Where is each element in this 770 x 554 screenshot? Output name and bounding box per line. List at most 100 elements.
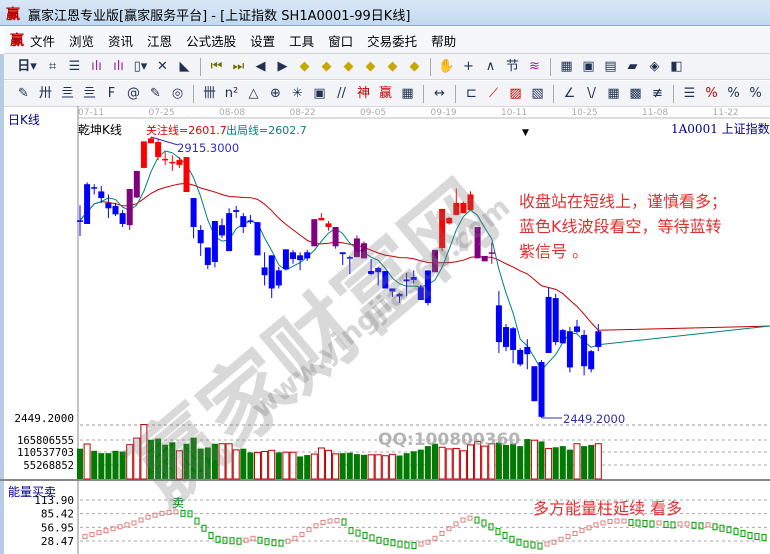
percent-line-icon[interactable]: % [749, 85, 762, 101]
grid3-icon[interactable]: ▦ [607, 85, 620, 101]
ying-icon[interactable]: 赢 [378, 85, 392, 101]
pen-icon[interactable]: ✎ [18, 85, 29, 101]
box-icon[interactable]: ▣ [313, 85, 326, 101]
energy-mark [334, 518, 340, 524]
menu-item[interactable]: 浏览 [69, 33, 95, 49]
energy-mark [558, 536, 564, 542]
pen-ruler-icon[interactable]: ✎ [150, 85, 161, 101]
bars-icon[interactable]: 卌 [202, 85, 216, 101]
grid4-icon[interactable]: ▩ [629, 85, 642, 101]
candle-body [581, 334, 588, 367]
expand-v-diamond-icon[interactable]: ◆ [409, 58, 420, 74]
period-day-dropdown[interactable]: 日▾ [17, 58, 37, 74]
spiral-icon[interactable]: @ [127, 85, 140, 101]
crosshair-icon[interactable]: + [463, 58, 474, 74]
circle-ruler-icon[interactable]: ◎ [171, 85, 184, 101]
shrink-diamond-icon[interactable]: ◆ [365, 58, 376, 74]
percent-fan-icon[interactable]: % [705, 85, 718, 101]
prev-icon[interactable]: ◀ [255, 58, 266, 74]
candle-type-dropdown[interactable]: ▯▾ [133, 58, 148, 74]
section-icon[interactable]: 节 [505, 58, 519, 74]
energy-mark [222, 536, 228, 544]
save-icon[interactable]: ▰ [627, 58, 638, 74]
grid2-icon[interactable]: ▦ [401, 85, 414, 101]
arrow-left-diamond-icon[interactable]: ◆ [299, 58, 310, 74]
box-fan2-icon[interactable]: ▧ [531, 85, 544, 101]
line-draw-icon[interactable]: ∧ [485, 58, 496, 74]
chart-mode-icon[interactable]: ⌗ [48, 58, 57, 74]
menu-item[interactable]: 帮助 [431, 33, 457, 49]
gold2-icon[interactable]: 亖 [82, 85, 96, 101]
menu-item[interactable]: 工具 [289, 33, 315, 49]
volume-bar [445, 448, 453, 480]
target-icon[interactable]: ⊕ [270, 85, 281, 101]
energy-mark [523, 540, 529, 548]
energy-mark [369, 534, 375, 542]
box-fan-icon[interactable]: ▨ [509, 85, 522, 101]
volume-bar [126, 444, 134, 480]
n2-icon[interactable]: n² [224, 85, 239, 101]
star-icon[interactable]: ✳ [292, 85, 303, 101]
f-icon[interactable]: F [107, 85, 116, 101]
shen-icon[interactable]: 神 [356, 85, 370, 101]
menu-item[interactable]: 江恩 [147, 33, 173, 49]
energy-mark [495, 528, 501, 536]
trade-icon[interactable]: ◧ [670, 58, 683, 74]
wave-icon[interactable]: ≋ [529, 58, 540, 74]
menu-item[interactable]: 资讯 [108, 33, 134, 49]
candle-body [162, 158, 169, 161]
energy-title: 能量买卖 [8, 485, 57, 499]
list-icon[interactable]: ☰ [683, 85, 696, 101]
gold-icon[interactable]: 亖 [60, 85, 74, 101]
energy-mark [278, 539, 284, 547]
candle-body [417, 287, 424, 300]
grid-icon[interactable]: 卅 [38, 85, 52, 101]
candle-body [424, 270, 431, 303]
energy-mark [313, 523, 319, 529]
indicator9-icon[interactable]: ılı [113, 58, 124, 74]
last-icon[interactable]: ⏭ [232, 58, 245, 74]
angle-icon[interactable]: ∠ [563, 85, 576, 101]
candle-body [332, 226, 339, 247]
energy-mark [453, 521, 459, 527]
energy-mark [719, 524, 725, 532]
parallel-icon[interactable]: ≢ [652, 85, 663, 101]
frame-icon[interactable]: ⊏ [466, 85, 477, 101]
notepad-icon[interactable]: ▤ [604, 58, 617, 74]
network-icon[interactable]: ◈ [649, 58, 660, 74]
zigzag-icon[interactable]: \/ [587, 85, 596, 101]
menu-item[interactable]: 设置 [250, 33, 276, 49]
percent-icon[interactable]: % [727, 85, 740, 101]
volume-bar [211, 443, 218, 479]
first-icon[interactable]: ⏮ [210, 58, 223, 74]
arrow-h-diamond-icon[interactable]: ◆ [343, 58, 354, 74]
toolbar-separator [430, 57, 431, 76]
triangle-icon[interactable]: △ [248, 85, 259, 101]
lines-icon[interactable]: // [337, 85, 346, 101]
width-icon[interactable]: ↔ [434, 85, 445, 101]
sell-signal-label: 卖 [172, 496, 185, 510]
energy-mark [285, 538, 291, 544]
toolbar-separator [200, 57, 201, 76]
candle-body [311, 219, 318, 247]
candle-body [261, 267, 268, 276]
menu-item[interactable]: 交易委托 [367, 33, 418, 49]
energy-mark [705, 522, 711, 528]
volume-bar [517, 446, 524, 479]
kline-icon[interactable]: ✕ [157, 58, 168, 74]
energy-mark [684, 521, 690, 527]
menu-item[interactable]: 公式选股 [186, 33, 237, 49]
fan-icon[interactable]: ⟋ [488, 85, 499, 101]
expand-diamond-icon[interactable]: ◆ [387, 58, 398, 74]
menu-item[interactable]: 窗口 [328, 33, 354, 49]
next-icon[interactable]: ▶ [277, 58, 288, 74]
calculator-icon[interactable]: ▣ [582, 58, 595, 74]
calendar-icon[interactable]: ▦ [560, 58, 573, 74]
hand-icon[interactable]: ✋ [438, 58, 455, 74]
doc-icon[interactable]: ☰ [68, 58, 81, 74]
arrow-right-diamond-icon[interactable]: ◆ [321, 58, 332, 74]
menu-item[interactable]: 文件 [30, 33, 56, 49]
indicator3-icon[interactable]: ılı [91, 58, 102, 74]
color-flag-icon[interactable]: ◣ [179, 58, 190, 74]
